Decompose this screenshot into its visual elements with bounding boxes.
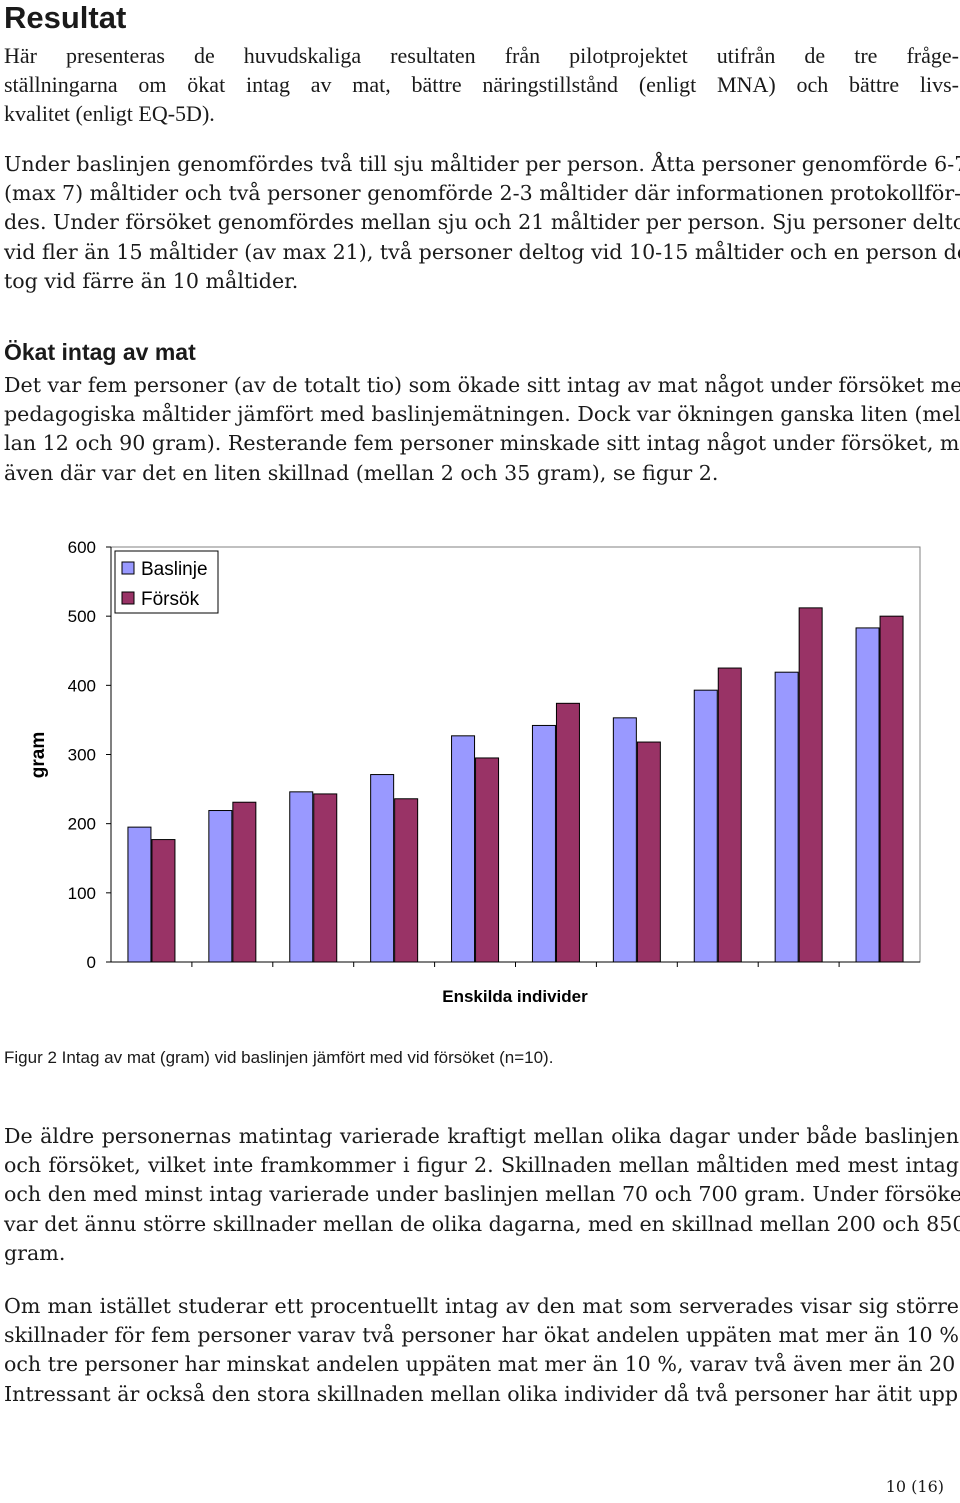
bar-baslinje — [531, 724, 556, 963]
figure-caption: Figur 2 Intag av mat (gram) vid baslinje… — [4, 1048, 554, 1067]
y-tick-label: 600 — [68, 538, 96, 557]
paragraph-line: kvalitet (enligt EQ-5D). — [4, 101, 215, 127]
variation-paragraph: De äldre personernas matintag varierade … — [4, 1122, 960, 1268]
bar-baslinje — [693, 689, 718, 963]
bar-baslinje — [855, 627, 880, 963]
paragraph-line: och den med minst intag varierade under … — [4, 1182, 960, 1207]
paragraph-line: Om man istället studerar ett procentuell… — [4, 1294, 959, 1318]
x-axis-label: Enskilda individer — [442, 987, 588, 1006]
paragraph-line: Här presenteras de huvudskaliga resultat… — [4, 43, 959, 68]
bar-forsok — [717, 667, 742, 963]
paragraph-line: och försöket, vilket inte framkommer i f… — [4, 1153, 959, 1178]
bar-forsok — [313, 793, 338, 963]
paragraph-line: skillnader för fem personer varav två pe… — [4, 1323, 959, 1348]
legend-label: Baslinje — [141, 559, 208, 580]
bar-forsok — [879, 615, 904, 963]
bar-baslinje — [127, 826, 152, 963]
y-axis-label: gram — [28, 732, 49, 778]
bar-forsok — [475, 757, 500, 963]
food-intake-bar-chart: 0 100 200 300 400 500 600 Baslinje Försök Enskild… — [28, 538, 921, 1006]
paragraph-line: (max 7) måltider och två personer genomf… — [4, 181, 960, 206]
intro-paragraph: Här presenteras de huvudskaliga resultat… — [4, 41, 959, 129]
paragraph-line: Intressant är också den stora skillnaden… — [4, 1381, 959, 1406]
bar-baslinje — [289, 791, 314, 963]
bar-forsok — [636, 741, 661, 963]
y-tick-label: 200 — [68, 815, 96, 834]
bar-baslinje — [208, 810, 233, 963]
bar-forsok — [232, 801, 257, 963]
legend-label: Försök — [141, 589, 200, 610]
paragraph-line: gram. — [4, 1240, 66, 1265]
paragraph-line: tog vid färre än 10 måltider. — [4, 268, 299, 293]
paragraph-line: vid fler än 15 måltider (av max 21), två… — [4, 239, 960, 264]
paragraph-line: och tre personer har minskat andelen upp… — [4, 1352, 960, 1377]
y-tick-label: 100 — [68, 884, 96, 903]
y-tick-label: 500 — [68, 607, 96, 626]
bar-baslinje — [370, 774, 395, 963]
paragraph-line: Under baslinjen genomfördes två till sju… — [4, 152, 960, 176]
paragraph-line: pedagogiska måltider jämfört med baslinj… — [4, 402, 960, 427]
paragraph-line: De äldre personernas matintag varierade … — [4, 1124, 959, 1148]
bar-baslinje — [612, 717, 637, 963]
bar-baslinje — [774, 671, 799, 963]
meals-paragraph: Under baslinjen genomfördes två till sju… — [4, 150, 960, 296]
bar-forsok — [555, 702, 580, 963]
paragraph-line: Det var fem personer (av de totalt tio) … — [4, 373, 960, 397]
page-number: 10 (16) — [885, 1477, 944, 1496]
percentage-paragraph: Om man istället studerar ett procentuell… — [4, 1292, 960, 1409]
paragraph-line: var det ännu större skillnader mellan de… — [4, 1211, 960, 1236]
paragraph-line: ställningarna om ökat intag av mat, bätt… — [4, 72, 959, 98]
y-tick-label: 400 — [68, 676, 96, 695]
paragraph-line: även där var det en liten skillnad (mell… — [4, 460, 719, 485]
page-heading: Resultat — [4, 0, 127, 35]
y-tick-label: 0 — [87, 953, 96, 972]
bar-forsok — [394, 798, 419, 963]
intake-paragraph: Det var fem personer (av de totalt tio) … — [4, 371, 960, 488]
section-heading: Ökat intag av mat — [4, 339, 196, 365]
bar-forsok — [151, 839, 176, 963]
bar-forsok — [798, 607, 823, 963]
paragraph-line: lan 12 och 90 gram). Resterande fem pers… — [4, 431, 960, 456]
legend-swatch — [121, 591, 135, 605]
paragraph-line: des. Under försöket genomfördes mellan s… — [4, 210, 960, 235]
legend-swatch — [121, 561, 135, 575]
bar-baslinje — [451, 735, 476, 963]
y-tick-label: 300 — [68, 746, 96, 765]
